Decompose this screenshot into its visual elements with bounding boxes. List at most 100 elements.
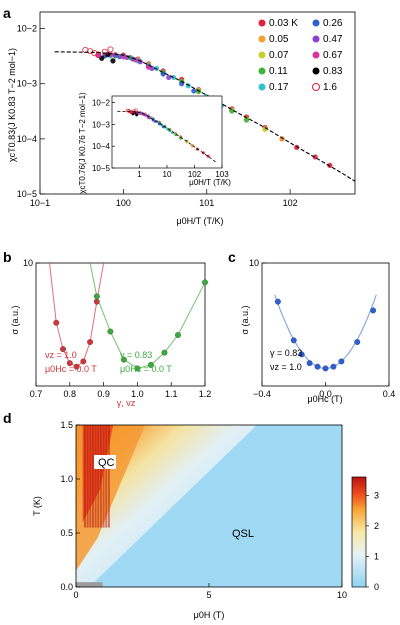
- heatmap-streak: [99, 425, 102, 528]
- panel-c-xtick-label: −0.4: [253, 389, 271, 399]
- panel-b-xtick-label: 1.1: [165, 389, 178, 399]
- panel-d-ytick-label: 1.5: [60, 420, 73, 430]
- panel-a-point: [153, 65, 160, 71]
- panel-a-point: [99, 55, 105, 61]
- inset-xlabel: μ0H/T (T/K): [189, 178, 231, 187]
- panel-c-point: [354, 339, 361, 346]
- heatmap-grey-strip: [76, 582, 103, 587]
- panel-b-point: [134, 365, 141, 372]
- panel-b-ytick-label: 10: [23, 258, 33, 268]
- inset-xtick-label: 102: [188, 170, 202, 179]
- panel-b-xlabel: γ, νz: [117, 398, 136, 408]
- panel-a-point: [112, 52, 118, 58]
- heatmap-streak: [102, 425, 105, 528]
- panel-b-xtick-label: 1.2: [199, 389, 212, 399]
- panel-c-point: [322, 365, 329, 372]
- panel-a-legend-label: 0.03 K: [269, 18, 298, 29]
- panel-b-point: [107, 328, 114, 335]
- region-label-qc: QC: [98, 457, 115, 469]
- panel-a-legend-marker: [312, 51, 320, 59]
- panel-c-ann-1: γ = 0.83: [270, 348, 302, 358]
- panel-a-legend-label: 0.17: [269, 82, 289, 93]
- panel-b-xtick-label: 0.8: [64, 389, 77, 399]
- panel-c-ylabel: σ (a.u.): [240, 305, 250, 334]
- panel-a-legend-marker: [312, 67, 320, 75]
- inset-point: [174, 133, 178, 137]
- region-label-qsl: QSL: [232, 528, 254, 540]
- heatmap-streak: [91, 425, 94, 528]
- inset-point: [166, 127, 170, 131]
- panel-a-point: [294, 144, 300, 151]
- panel-d-xtick-label: 0: [73, 590, 78, 600]
- heatmap-streak: [86, 425, 89, 528]
- panel-a-fit-curve: [54, 51, 355, 182]
- panel-d-xlabel: μ0H (T): [194, 610, 225, 620]
- panel-b-point: [93, 293, 100, 300]
- panel-d-ytick-label: 1.0: [60, 474, 73, 484]
- panel-a-xlabel: μ0H/T (T/K): [176, 216, 223, 226]
- panel-a-point: [229, 108, 235, 114]
- panel-a-point: [327, 162, 333, 169]
- panel-b-ann-red-2: μ0Hc = 0.0 T: [45, 364, 97, 374]
- panel-a-ytick-label: 10−2: [17, 24, 37, 34]
- panel-a-legend-label: 1.6: [323, 82, 337, 93]
- panel-c-point: [274, 298, 281, 305]
- heatmap-streak: [97, 425, 100, 528]
- panel-a-legend-marker: [312, 19, 320, 27]
- panel-label-c: c: [228, 249, 236, 265]
- colorbar-tick-label: 3: [374, 490, 379, 500]
- panel-b-xtick-label: 0.9: [97, 389, 110, 399]
- panel-b-point: [161, 349, 168, 356]
- panel-a-legend-marker: [258, 35, 266, 43]
- inset-frame: [111, 95, 223, 169]
- panel-b-curve-ext: [89, 262, 98, 297]
- panel-label-d: d: [3, 410, 12, 426]
- panel-a-point: [191, 88, 197, 94]
- inset-xtick-label: 103: [215, 170, 229, 179]
- panel-c-point: [314, 363, 321, 370]
- panel-b-ann-red-1: νz = 1.0: [45, 350, 77, 360]
- panel-c-point: [306, 360, 313, 367]
- heatmap-streak: [107, 425, 110, 528]
- inset-xtick-label: 1: [137, 170, 142, 179]
- panel-b-point: [175, 332, 181, 338]
- panel-a-point: [110, 58, 116, 64]
- panel-d-ytick-label: 0.0: [60, 582, 73, 592]
- panel-c-point: [298, 351, 305, 358]
- panel-a-legend-marker: [258, 19, 266, 27]
- panel-a-inset: 1 10 102 103 10−5 10−4 10−3 10−2: [92, 95, 229, 179]
- panel-label-a: a: [3, 5, 11, 21]
- panel-a-legend: 0.03 K 0.05 0.07 0.11 0.17 0.26 0.47 0.67 0.83 1.…: [258, 18, 343, 93]
- heatmap-streak: [83, 425, 86, 528]
- panel-b-ylabel: σ (a.u.): [10, 305, 20, 334]
- panel-c-ytick-label: 10: [249, 258, 259, 268]
- panel-c-xtick-label: 0.4: [383, 389, 396, 399]
- panel-b-point: [60, 346, 66, 353]
- panel-b-frame: [35, 262, 206, 387]
- panel-label-b: b: [3, 249, 12, 265]
- heatmap-streak: [105, 425, 108, 528]
- colorbar-tick-label: 0: [374, 582, 379, 592]
- panel-c-point: [330, 363, 337, 370]
- panel-a-point: [243, 117, 250, 123]
- panel-c-xtick-label: 0.0: [319, 389, 332, 399]
- panel-b-point: [66, 360, 73, 367]
- heatmap-streak: [94, 425, 97, 528]
- colorbar-scale: [351, 476, 367, 588]
- panel-d-colorbar: 0 1 2 3: [351, 476, 379, 592]
- panel-b-xtick-label: 1.0: [131, 389, 144, 399]
- inset-ytick-label: 10−2: [92, 99, 111, 108]
- panel-a-legend-label: 0.67: [323, 50, 343, 61]
- inset-xtick-label: 10: [163, 170, 172, 179]
- inset-ytick-label: 10−3: [92, 120, 111, 129]
- panel-b-point: [202, 279, 208, 286]
- panel-b-ann-green-2: μ0Hc = 0.0 T: [120, 364, 172, 374]
- inset-fit-curve: [117, 110, 217, 163]
- panel-d-ytick-label: 0.5: [60, 528, 73, 538]
- panel-a-ytick-label: 10−3: [17, 79, 37, 89]
- panel-a-xtick-label: 102: [283, 198, 298, 208]
- panel-b-curve: [96, 282, 206, 369]
- panel-c-plot: −0.4 0.0 0.4 10: [249, 258, 395, 399]
